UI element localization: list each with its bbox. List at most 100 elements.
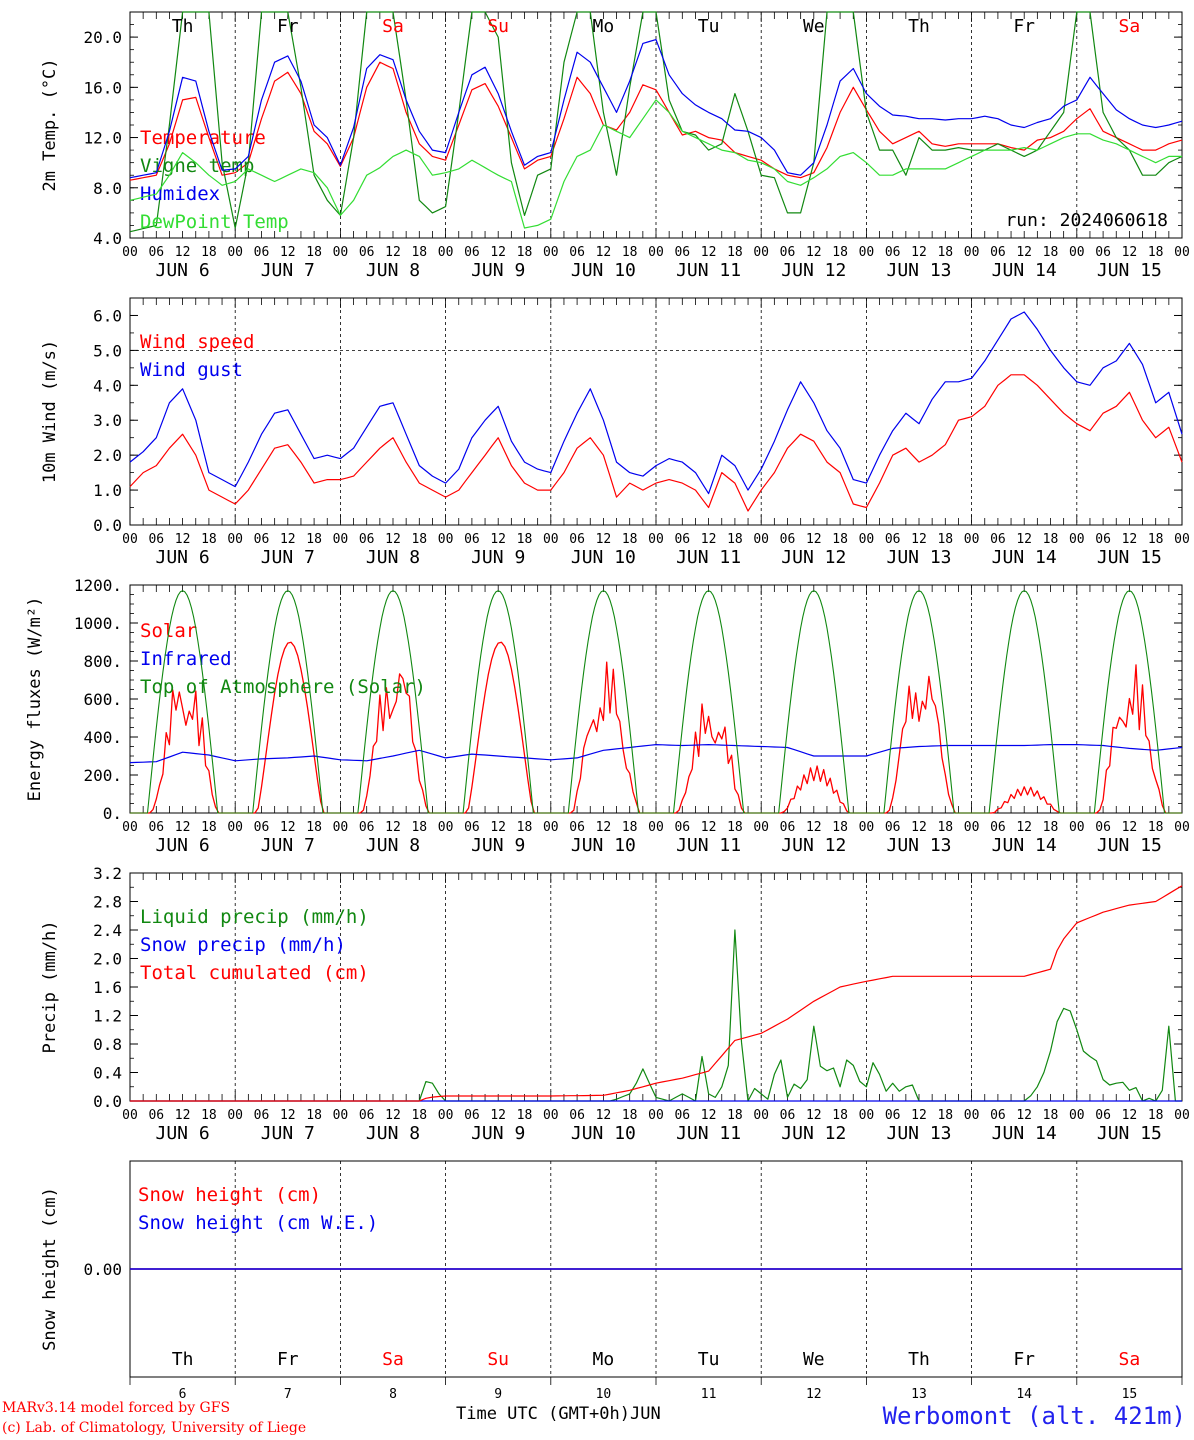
panel-1-date-label: JUN 14 (992, 260, 1057, 281)
panel-3-legend-2: Top of Atmosphere (Solar) (140, 676, 426, 698)
panel-1-hour-label: 00 (964, 245, 980, 260)
time-axis-title: Time UTC (GMT+0h)JUN (456, 1404, 661, 1424)
panel-1-hour-label: 12 (1016, 245, 1032, 260)
panel-2-hour-label: 18 (306, 532, 322, 547)
panel-2-hour-label: 18 (832, 532, 848, 547)
panel-1-run-label: run: 2024060618 (1005, 210, 1168, 231)
panel-2-hour-label: 00 (438, 532, 454, 547)
panel-2-date-label: JUN 15 (1097, 547, 1162, 568)
panel-2-hour-label: 06 (464, 532, 480, 547)
panel-2-date-label: JUN 6 (156, 547, 210, 568)
panel-1-ytick-label: 4.0 (93, 229, 122, 248)
panel-1-hour-label: 00 (438, 245, 454, 260)
panel-4-ytick-label: 0.4 (93, 1064, 122, 1083)
panel-1-hour-label: 18 (411, 245, 427, 260)
panel-2-hour-label-end: 00 (1174, 532, 1190, 547)
panel-2-hour-label: 00 (964, 532, 980, 547)
panel-4-hour-label: 00 (333, 1108, 349, 1123)
panel-3-series-solar (130, 641, 1182, 814)
day-number-label: 14 (1016, 1387, 1032, 1400)
time-axis-month: JUN (630, 1404, 661, 1424)
day-number-label: 15 (1122, 1387, 1138, 1400)
day-number-label: 13 (911, 1387, 927, 1400)
lab-credit: (c) Lab. of Climatology, University of L… (2, 1420, 307, 1436)
panel-4-hour-label: 18 (306, 1108, 322, 1123)
panel-2-hour-label: 18 (727, 532, 743, 547)
panel-4-hour-label: 18 (517, 1108, 533, 1123)
panel-4-hour-label: 06 (148, 1108, 164, 1123)
panel-2-legend-1: Wind gust (140, 359, 243, 381)
panel-4-hour-label: 18 (201, 1108, 217, 1123)
panel-4-hour-label: 12 (1122, 1108, 1138, 1123)
weekday-label-bottom: Sa (1119, 1349, 1141, 1370)
panel-2-hour-label: 12 (490, 532, 506, 547)
panel-1-series-humidex (129, 38, 1183, 179)
panel-1-hour-label: 06 (990, 245, 1006, 260)
panel-4-date-label: JUN 8 (366, 1123, 420, 1144)
panel-2-hour-label: 06 (254, 532, 270, 547)
panel-3-hour-label: 00 (333, 820, 349, 835)
day-number-label: 8 (389, 1387, 397, 1400)
panel-2-hour-label: 12 (911, 532, 927, 547)
panel-3-ytick-label: 1000. (74, 614, 122, 633)
panel-3-hour-label: 18 (1148, 820, 1164, 835)
panel-2-ytick-label: 4.0 (93, 376, 122, 395)
panel-2-hour-label: 18 (411, 532, 427, 547)
panel-1-date-label: JUN 8 (366, 260, 420, 281)
panel-1-ytick-label: 16.0 (83, 78, 122, 97)
panel-3-hour-label: 00 (438, 820, 454, 835)
panel-4-date-label: JUN 11 (676, 1123, 741, 1144)
panel-4-hour-label: 00 (543, 1108, 559, 1123)
panel-3-hour-label: 18 (1043, 820, 1059, 835)
weekday-label-top: Su (487, 16, 509, 37)
panel-4-hour-label: 18 (622, 1108, 638, 1123)
panel-1-hour-label: 18 (832, 245, 848, 260)
panel-4-ytick-label: 2.8 (93, 893, 122, 912)
weekday-label-top: Th (908, 16, 930, 37)
panel-4-hour-label: 00 (859, 1108, 875, 1123)
panel-2-legend-0: Wind speed (140, 331, 254, 353)
panel-4-legend-1: Snow precip (mm/h) (140, 934, 346, 956)
panel-4-legend-0: Liquid precip (mm/h) (140, 906, 369, 928)
panel-3-hour-label: 06 (569, 820, 585, 835)
panel-3-ylabel: Energy fluxes (W/m²) (25, 597, 45, 802)
panel-1-series-temperature (129, 61, 1183, 181)
panel-4-hour-label: 12 (280, 1108, 296, 1123)
panel-1-hour-label: 06 (359, 245, 375, 260)
panel-3-hour-label: 06 (674, 820, 690, 835)
panel-1-hour-label: 06 (780, 245, 796, 260)
panel-2-hour-label: 12 (280, 532, 296, 547)
panel-3-date-label: JUN 6 (156, 835, 210, 856)
panel-4-hour-label: 00 (964, 1108, 980, 1123)
panel-2-date-label: JUN 14 (992, 547, 1057, 568)
panel-2-date-label: JUN 8 (366, 547, 420, 568)
panel-3-hour-label: 00 (543, 820, 559, 835)
weekday-label-top: Fr (1013, 16, 1035, 37)
panel-3-series-infrared (129, 743, 1183, 764)
panel-4-hour-label: 18 (832, 1108, 848, 1123)
panel-2-hour-label: 06 (674, 532, 690, 547)
panel-4-date-label: JUN 9 (471, 1123, 525, 1144)
panel-4-ytick-label: 0.0 (93, 1092, 122, 1111)
panel-4-hour-label: 12 (701, 1108, 717, 1123)
panel-3-hour-label: 12 (490, 820, 506, 835)
panel-3-hour-label: 18 (517, 820, 533, 835)
panel-3-date-label: JUN 14 (992, 835, 1057, 856)
panel-3-hour-label: 06 (254, 820, 270, 835)
panel-5-ytick-label: 0.00 (83, 1260, 122, 1279)
panel-2-hour-label: 06 (148, 532, 164, 547)
panel-3-hour-label: 12 (911, 820, 927, 835)
panel-1-hour-label: 06 (464, 245, 480, 260)
panel-4-series-total-cumulated-cm- (130, 885, 1183, 1102)
panel-3-hour-label: 00 (227, 820, 243, 835)
panel-1-hour-label: 00 (1069, 245, 1085, 260)
panel-2-hour-label: 12 (701, 532, 717, 547)
panel-1-hour-label: 06 (254, 245, 270, 260)
weekday-label-bottom: Th (908, 1349, 930, 1370)
panel-4-hour-label: 12 (596, 1108, 612, 1123)
panel-3-hour-label: 00 (1069, 820, 1085, 835)
day-number-label: 10 (596, 1387, 612, 1400)
panel-2-ylabel: 10m Wind (m/s) (40, 340, 60, 483)
time-axis-title-text: Time UTC (GMT+0h) (456, 1404, 630, 1424)
panel-3-hour-label: 06 (464, 820, 480, 835)
